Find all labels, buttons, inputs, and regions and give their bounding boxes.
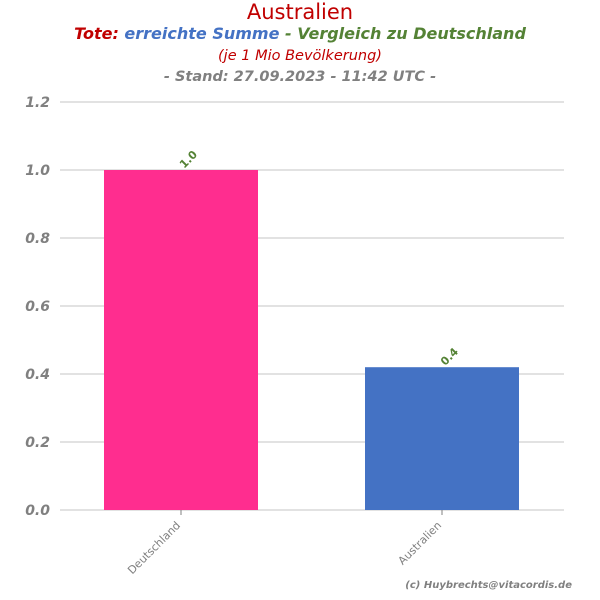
chart-subtitle: Tote: erreichte Summe - Vergleich zu Deu… bbox=[0, 24, 600, 44]
y-tick-label: 0.4 bbox=[25, 367, 50, 383]
x-tick-label: Australien bbox=[396, 519, 445, 568]
subtitle-part-tote: Tote: bbox=[74, 24, 119, 43]
subtitle-part-vergleich: - Vergleich zu Deutschland bbox=[285, 24, 526, 43]
y-tick-label: 0.6 bbox=[25, 299, 50, 315]
y-tick-label: 1.0 bbox=[25, 163, 50, 179]
y-tick-label: 1.2 bbox=[25, 95, 50, 111]
bar bbox=[104, 170, 258, 510]
subtitle-part-summe: erreichte Summe bbox=[124, 24, 280, 43]
y-tick-label: 0.8 bbox=[25, 231, 50, 247]
chart-title: Australien bbox=[246, 0, 354, 24]
chart-subtitle-date: - Stand: 27.09.2023 - 11:42 UTC - bbox=[163, 69, 437, 85]
y-tick-label: 0.0 bbox=[25, 503, 50, 519]
y-tick-label: 0.2 bbox=[25, 435, 50, 451]
value-label: 1.0 bbox=[177, 148, 200, 171]
copyright-credit: (c) Huybrechts@vitacordis.de bbox=[405, 580, 572, 591]
chart-subtitle-population: (je 1 Mio Bevölkerung) bbox=[218, 48, 382, 64]
value-label: 0.4 bbox=[438, 345, 461, 368]
bar bbox=[365, 367, 519, 510]
x-tick-label: Deutschland bbox=[125, 519, 183, 577]
